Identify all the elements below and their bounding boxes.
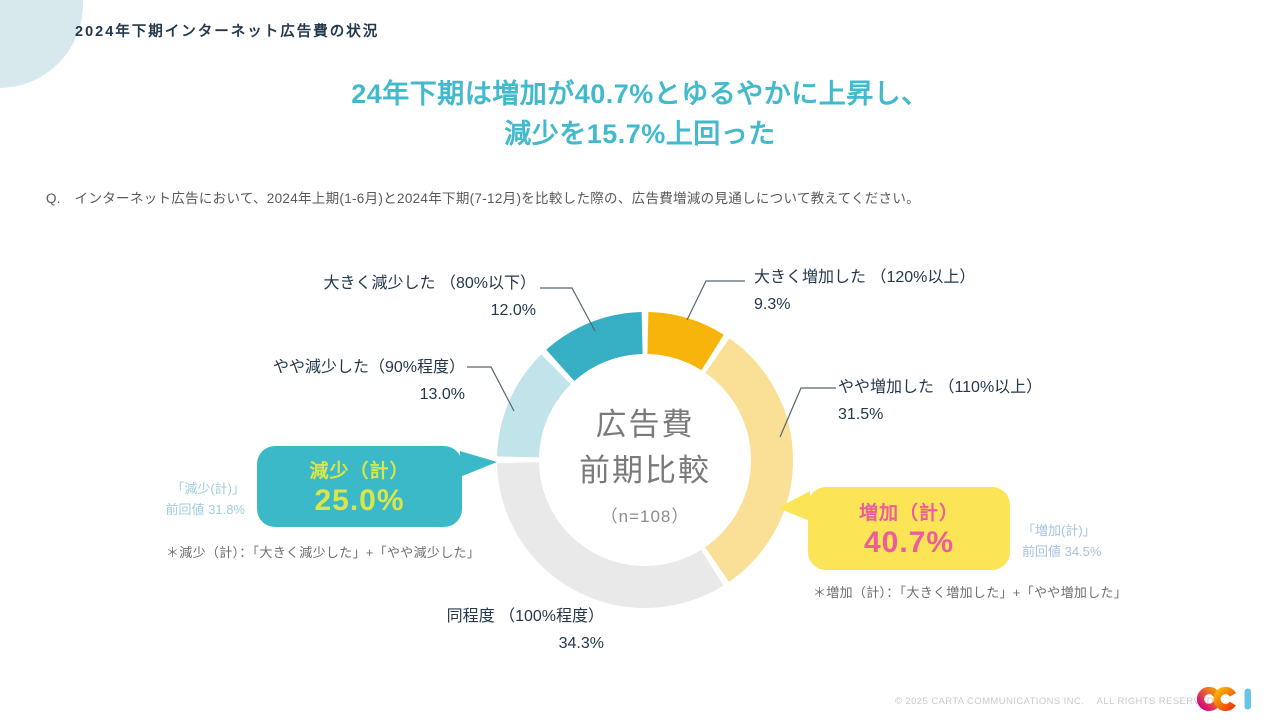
decrease-callout-tail (460, 451, 497, 477)
segment-label-decrease-big: 大きく減少した （80%以下） 12.0% (286, 270, 536, 324)
donut-center-line1: 広告費 (595, 407, 695, 442)
segment-label-decrease-slight: やや減少した（90%程度） 13.0% (215, 354, 465, 408)
segment-label-text: 大きく減少した （80%以下） (323, 275, 536, 292)
leader-lines (467, 280, 836, 438)
increase-callout-tail (778, 491, 810, 521)
increase-footnote: ＊増加（計）：「大きく増加した」+「やや増加した」 (813, 585, 1128, 600)
increase-previous-value: 「増加(計)」 前回値 34.5% (1022, 520, 1172, 562)
survey-question: Q. インターネット広告において、2024年上期(1-6月)と2024年下期(7… (46, 191, 920, 206)
leader-line-decrease-big (540, 287, 596, 332)
segment-label-increase-big: 大きく増加した （120%以上） 9.3% (754, 264, 1054, 318)
decrease-total-callout: 減少（計） 25.0% (257, 446, 462, 527)
segment-label-pct: 31.5% (838, 406, 884, 423)
page-title-line2: 減少を15.7%上回った (504, 119, 776, 149)
cci-logo (1196, 686, 1251, 712)
increase-previous-label: 「増加(計)」 (1022, 523, 1096, 538)
segment-label-text: 同程度 （100%程度） (446, 608, 604, 625)
segment-label-increase-slight: やや増加した （110%以上） 31.5% (838, 374, 1138, 428)
decrease-total-title: 減少（計） (309, 460, 410, 482)
decrease-footnote: ＊減少（計）：「大きく減少した」+「やや減少した」 (166, 545, 481, 560)
donut-segments (497, 312, 793, 608)
segment-label-text: やや増加した （110%以上） (838, 379, 1043, 396)
increase-total-title: 増加（計） (858, 502, 959, 524)
donut-segment (497, 461, 724, 608)
logo-c2 (1213, 686, 1238, 712)
page-header: 2024年下期インターネット広告費の状況 (75, 24, 380, 40)
page-title: 24年下期は増加が40.7%とゆるやかに上昇し、 減少を15.7%上回った (0, 74, 1280, 154)
copyright-text: © 2025 CARTA COMMUNICATIONS INC. ALL RIG… (895, 696, 1218, 707)
logo-i-bar (1244, 688, 1251, 710)
segment-label-text: やや減少した（90%程度） (272, 359, 465, 376)
segment-label-same: 同程度 （100%程度） 34.3% (402, 603, 604, 657)
donut-segment (546, 312, 644, 382)
segment-label-pct: 12.0% (490, 302, 536, 319)
increase-total-value: 40.7% (863, 525, 955, 559)
segment-label-text: 大きく増加した （120%以上） (754, 269, 976, 286)
segment-label-pct: 34.3% (558, 635, 604, 652)
decrease-total-value: 25.0% (314, 483, 405, 517)
donut-center-label: 広告費 前期比較 （n=108） (495, 402, 795, 527)
donut-segment (497, 354, 572, 459)
page-title-line1: 24年下期は増加が40.7%とゆるやかに上昇し、 (351, 79, 929, 109)
leader-line-increase-big (686, 280, 745, 321)
decrease-previous-number: 前回値 31.8% (165, 502, 245, 517)
segment-label-pct: 9.3% (754, 296, 791, 313)
increase-previous-number: 前回値 34.5% (1022, 544, 1102, 559)
donut-segment (704, 338, 793, 582)
donut-center-line2: 前期比較 (579, 453, 711, 488)
decrease-previous-label: 「減少(計)」 (171, 481, 245, 496)
decrease-previous-value: 「減少(計)」 前回値 31.8% (125, 478, 245, 520)
leader-line-decrease-slight (467, 366, 515, 412)
segment-label-pct: 13.0% (419, 386, 465, 403)
leader-line-increase-slight (779, 387, 836, 438)
donut-center-n: （n=108） (600, 507, 690, 526)
increase-total-callout: 増加（計） 40.7% (808, 487, 1010, 570)
logo-c1 (1196, 686, 1222, 712)
donut-segment (646, 312, 724, 371)
